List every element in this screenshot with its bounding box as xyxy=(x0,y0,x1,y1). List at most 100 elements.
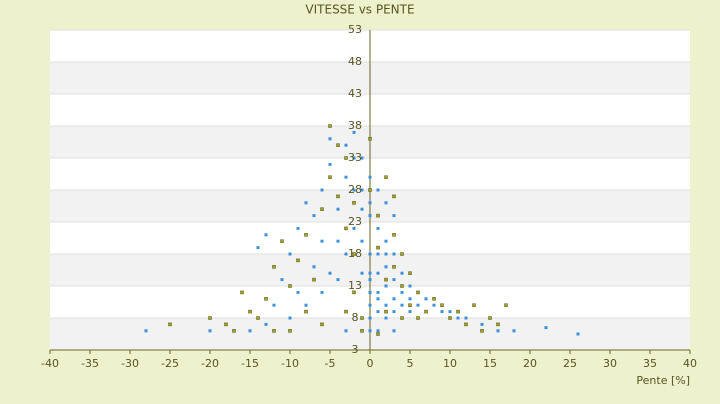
point xyxy=(336,143,340,147)
point xyxy=(400,316,404,320)
point xyxy=(264,322,268,326)
point xyxy=(440,303,444,307)
x-tick-label: 35 xyxy=(643,357,657,370)
point xyxy=(400,290,404,294)
point xyxy=(320,207,324,211)
point xyxy=(376,290,380,294)
y-tick-label: 28 xyxy=(348,183,362,196)
point xyxy=(376,271,380,275)
point xyxy=(368,316,372,320)
point xyxy=(400,284,404,288)
point xyxy=(480,329,484,333)
point xyxy=(384,284,388,288)
x-tick-label: -10 xyxy=(281,357,299,370)
point xyxy=(336,239,340,243)
y-tick-label: 3 xyxy=(352,343,359,356)
y-tick-label: 33 xyxy=(348,151,362,164)
point xyxy=(472,303,476,307)
x-tick-label: 20 xyxy=(523,357,537,370)
point xyxy=(288,284,292,288)
point xyxy=(256,316,260,320)
point xyxy=(296,290,300,294)
point xyxy=(392,233,396,237)
point xyxy=(368,137,372,141)
point xyxy=(440,310,444,314)
point xyxy=(248,329,252,333)
point xyxy=(296,226,300,230)
point xyxy=(208,316,212,320)
point xyxy=(288,329,292,333)
point xyxy=(144,329,148,333)
point xyxy=(272,303,276,307)
point xyxy=(384,201,388,205)
y-tick-label: 8 xyxy=(352,311,359,324)
point xyxy=(360,156,364,160)
point xyxy=(392,329,396,333)
point xyxy=(344,156,348,160)
y-tick-label: 38 xyxy=(348,119,362,132)
point xyxy=(328,175,332,179)
point xyxy=(376,310,380,314)
x-tick-label: -30 xyxy=(121,357,139,370)
point xyxy=(360,329,364,333)
point xyxy=(376,252,380,256)
x-tick-label: -40 xyxy=(41,357,59,370)
point xyxy=(224,322,228,327)
point xyxy=(344,143,348,147)
x-tick-label: 25 xyxy=(563,357,577,370)
point xyxy=(320,188,324,192)
point xyxy=(328,137,332,141)
point xyxy=(392,214,396,218)
point xyxy=(416,316,420,320)
point xyxy=(384,309,388,314)
point xyxy=(360,239,364,243)
point xyxy=(368,290,372,294)
x-tick-label: 40 xyxy=(683,357,697,370)
y-tick-label: 48 xyxy=(348,55,362,68)
point xyxy=(376,245,380,250)
x-tick-label: -15 xyxy=(241,357,259,370)
point xyxy=(312,214,316,218)
point xyxy=(400,303,404,307)
point xyxy=(448,310,452,314)
point xyxy=(464,322,468,327)
point xyxy=(248,309,252,314)
point xyxy=(304,309,308,314)
point xyxy=(376,226,380,230)
point xyxy=(384,252,388,256)
point xyxy=(512,329,516,333)
point xyxy=(360,188,364,192)
point xyxy=(504,303,508,307)
point xyxy=(336,278,340,282)
point xyxy=(360,207,364,211)
point xyxy=(296,258,300,263)
point xyxy=(304,303,308,307)
point xyxy=(368,175,372,179)
point xyxy=(320,239,324,243)
point xyxy=(464,316,468,320)
point xyxy=(376,297,380,301)
point xyxy=(384,265,388,269)
point xyxy=(352,130,356,134)
point xyxy=(408,271,412,275)
point xyxy=(320,290,324,294)
point xyxy=(288,252,292,256)
point xyxy=(384,316,388,320)
point xyxy=(368,329,372,333)
point xyxy=(352,252,356,256)
point xyxy=(488,316,492,320)
point xyxy=(232,329,236,333)
point xyxy=(304,201,308,205)
x-axis-label: Pente [%] xyxy=(636,374,690,387)
point xyxy=(328,124,332,128)
point xyxy=(168,322,172,327)
point xyxy=(368,188,372,192)
point xyxy=(336,207,340,211)
point xyxy=(360,316,364,320)
point xyxy=(392,297,396,301)
point xyxy=(376,213,380,218)
point xyxy=(416,290,420,295)
point xyxy=(344,175,348,179)
point xyxy=(408,284,412,288)
x-tick-label: 0 xyxy=(367,357,374,370)
